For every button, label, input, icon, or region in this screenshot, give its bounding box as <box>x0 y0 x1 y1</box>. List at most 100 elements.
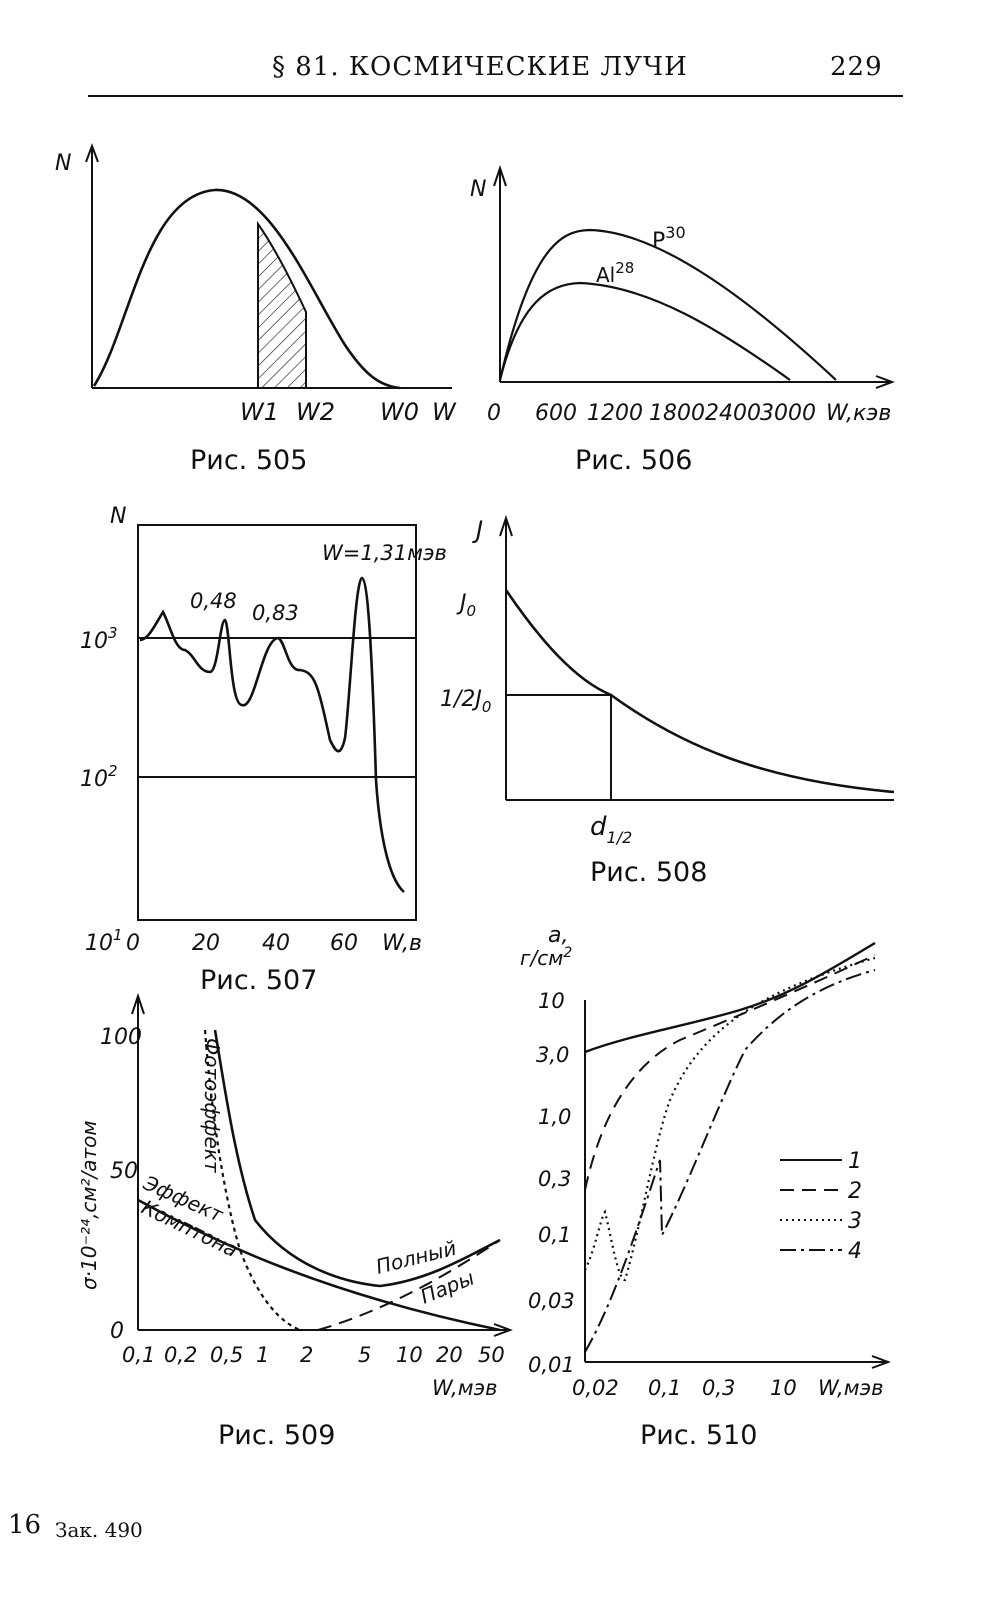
fig509-ytick-0: 0 <box>110 1319 124 1344</box>
fig509-xtick-02: 0,2 <box>164 1343 197 1367</box>
fig510-ytick-10b: 1,0 <box>538 1105 571 1129</box>
fig510-x-ticks: 0,02 0,1 0,3 10 W,мэв <box>572 1376 883 1400</box>
fig510-ytick-003: 0,03 <box>528 1289 575 1313</box>
fig506-x-ticks: 0 600 1200 1800 2400 3000 W,кэв <box>487 401 891 426</box>
fig507-ytick-10: 101 <box>85 926 123 956</box>
fig509-x-ticks: 0,1 0,2 0,5 1 2 5 10 20 50 <box>122 1343 505 1367</box>
fig507-annotation-083: 0,83 <box>252 601 299 625</box>
fig508-axes <box>499 514 894 801</box>
fig510-curve-4 <box>584 969 876 1353</box>
fig509-xtick-2: 2 <box>300 1343 313 1367</box>
fig507-annotation-048: 0,48 <box>190 589 237 613</box>
fig510-legend <box>780 1159 842 1251</box>
fig506-axes <box>493 164 895 389</box>
fig510-xtick-03: 0,3 <box>702 1376 735 1400</box>
fig509-ylabel: σ·10⁻²⁴,см²/атом <box>77 1120 101 1290</box>
fig507-tick-0: 0 <box>126 931 140 956</box>
fig510-xtick-01: 0,1 <box>648 1376 681 1400</box>
fig510-y-ticks: 10 3,0 1,0 0,3 0,1 0,03 0,01 <box>528 989 575 1377</box>
fig509-curve-total <box>213 1029 501 1288</box>
fig505-ylabel: N <box>55 151 71 176</box>
fig509-xtick-20: 20 <box>436 1343 463 1367</box>
fig509-curve-compton <box>137 1198 501 1332</box>
fig506-curve-p30 <box>498 228 837 381</box>
fig506-tick-1200: 1200 <box>587 401 643 426</box>
fig510-curve-1 <box>584 941 876 1054</box>
fig510-ytick-01: 0,1 <box>538 1223 571 1247</box>
fig510-ytick-10: 10 <box>538 989 565 1013</box>
fig506-tick-1800: 1800 <box>649 401 705 426</box>
page-number: 229 <box>830 52 883 82</box>
fig505-shaded-area <box>257 220 307 389</box>
fig507-ylabel: N <box>110 504 126 529</box>
header-rule <box>88 95 903 97</box>
caption-510: Рис. 510 <box>640 1420 758 1451</box>
fig509-curve-pairs <box>317 1239 501 1331</box>
running-header: § 81. КОСМИЧЕСКИЕ ЛУЧИ <box>272 52 688 82</box>
fig509-ytick-100: 100 <box>100 1025 142 1050</box>
fig510-legend-3: 3 <box>848 1209 862 1234</box>
fig508-ylabel: J <box>472 516 483 544</box>
fig510-ytick-03: 0,3 <box>538 1167 571 1191</box>
caption-509: Рис. 509 <box>218 1420 336 1451</box>
fig509-xtick-01: 0,1 <box>122 1343 155 1367</box>
sheet-number: 16 <box>8 1510 42 1540</box>
fig509-y-ticks: 100 50 0 <box>100 1025 142 1344</box>
fig506-tick-2400: 2400 <box>705 401 761 426</box>
fig505-tick-w1: W1 <box>240 398 279 426</box>
fig505-curve <box>92 188 401 390</box>
fig510-xtick-10: 10 <box>770 1376 797 1400</box>
fig506-tick-600: 600 <box>535 401 577 426</box>
fig509-xtick-5: 5 <box>358 1343 371 1367</box>
fig510-axes <box>584 1000 891 1369</box>
fig510-legend-4: 4 <box>848 1239 862 1264</box>
fig508-curve <box>504 589 895 794</box>
fig510-legend-2: 2 <box>848 1179 862 1204</box>
fig506-tick-0: 0 <box>487 401 501 426</box>
caption-505: Рис. 505 <box>190 445 308 476</box>
fig507-annotations: 0,48 0,83 W=1,31мэв <box>190 541 447 625</box>
fig509-xtick-1: 1 <box>256 1343 269 1367</box>
fig506-curve-al28 <box>498 281 791 381</box>
fig510-ylabel-a: a, <box>548 923 568 948</box>
fig505-xlabel: W <box>432 398 457 426</box>
fig509-ytick-50: 50 <box>110 1159 138 1184</box>
caption-507: Рис. 507 <box>200 965 318 996</box>
fig507-curve <box>139 576 405 893</box>
fig506-tick-3000: 3000 <box>760 401 816 426</box>
fig507-tick-20: 20 <box>192 931 220 956</box>
fig510-xtick-002: 0,02 <box>572 1376 619 1400</box>
fig510-legend-labels: 1 2 3 4 <box>848 1149 862 1264</box>
fig505-tick-w0: W0 <box>380 398 419 426</box>
fig507-tick-40: 40 <box>262 931 290 956</box>
fig509-xtick-05: 0,5 <box>210 1343 243 1367</box>
order-number: Зак. 490 <box>55 1518 143 1542</box>
fig506-xlabel: W,кэв <box>826 401 891 426</box>
fig510-legend-1: 1 <box>848 1149 862 1174</box>
fig507-annotation-131: W=1,31мэв <box>322 541 447 565</box>
fig510-ylabel-unit: г/см2 <box>520 945 572 970</box>
fig509-xlabel: W,мэв <box>432 1376 497 1400</box>
fig507-x-ticks: 0 20 40 60 W,в <box>126 931 422 956</box>
fig507-xlabel: W,в <box>382 931 422 956</box>
fig510-xlabel: W,мэв <box>818 1376 883 1400</box>
fig509-axes <box>131 992 513 1337</box>
fig509-xtick-50: 50 <box>478 1343 505 1367</box>
fig506-ylabel: N <box>470 177 486 202</box>
fig510-ytick-30: 3,0 <box>536 1043 569 1067</box>
fig509-xtick-10: 10 <box>396 1343 423 1367</box>
fig510-curve-2 <box>584 954 876 1191</box>
caption-506: Рис. 506 <box>575 445 693 476</box>
fig509-curve-photoeffect <box>203 1029 301 1332</box>
caption-508: Рис. 508 <box>590 857 708 888</box>
fig505-tick-w2: W2 <box>296 398 335 426</box>
fig510-curve-3 <box>584 956 876 1282</box>
fig510-ytick-001: 0,01 <box>528 1353 575 1377</box>
fig507-tick-60: 60 <box>330 931 358 956</box>
